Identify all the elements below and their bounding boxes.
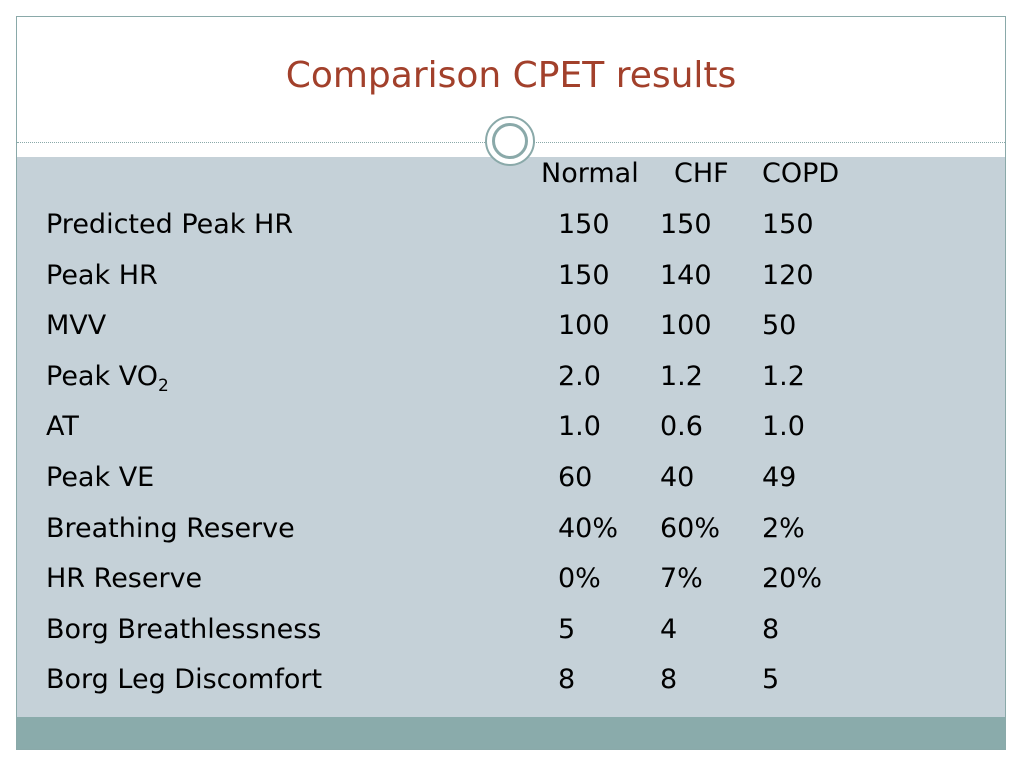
row-label: AT (46, 411, 79, 443)
table-row: AT 1.0 0.6 1.0 (0, 411, 1024, 455)
cell-normal: 100 (558, 310, 610, 342)
row-label: Peak HR (46, 259, 158, 291)
row-label: Borg Leg Discomfort (46, 664, 323, 696)
cell-copd: 5 (762, 664, 780, 696)
circle-ornament-inner (492, 123, 528, 159)
cell-copd: 1.2 (762, 360, 805, 392)
cell-normal: 8 (558, 664, 576, 696)
content-area (17, 157, 1005, 717)
cell-chf: 140 (660, 259, 712, 291)
cell-copd: 120 (762, 259, 814, 291)
cell-copd: 8 (762, 613, 780, 645)
column-header-chf: CHF (674, 158, 729, 189)
cell-normal: 1.0 (558, 411, 601, 443)
table-row: Borg Breathlessness 5 4 8 (0, 614, 1024, 658)
row-label: Borg Breathlessness (46, 613, 322, 645)
table-row: Peak VE 60 40 49 (0, 462, 1024, 506)
column-header-copd: COPD (762, 158, 840, 189)
column-header-normal: Normal (541, 158, 639, 189)
column-headers: Normal CHF COPD (0, 158, 1024, 198)
cell-normal: 60 (558, 462, 593, 493)
cell-normal: 40% (558, 512, 619, 544)
row-label-subscript: 2 (157, 375, 169, 396)
cell-normal: 5 (558, 613, 576, 645)
cell-copd: 20% (762, 563, 823, 595)
cell-chf: 40 (660, 462, 695, 493)
cell-copd: 150 (762, 209, 814, 240)
row-label: HR Reserve (46, 563, 203, 595)
cell-chf: 60% (660, 512, 721, 544)
table-row: Borg Leg Discomfort 8 8 5 (0, 664, 1024, 708)
cell-chf: 4 (660, 613, 678, 645)
slide-title: Comparison CPET results (285, 55, 737, 96)
cell-chf: 0.6 (660, 411, 703, 443)
row-label: MVV (46, 310, 107, 342)
row-label: Predicted Peak HR (46, 209, 294, 240)
cell-normal: 150 (558, 209, 610, 240)
table-row: MVV 100 100 50 (0, 310, 1024, 354)
cell-chf: 8 (660, 664, 678, 696)
row-label: Breathing Reserve (46, 512, 295, 544)
row-label: Peak VO2 (46, 361, 169, 396)
cell-normal: 2.0 (558, 360, 601, 392)
cell-chf: 100 (660, 310, 712, 342)
table-row: Breathing Reserve 40% 60% 2% (0, 513, 1024, 557)
cell-chf: 150 (660, 209, 712, 240)
cell-copd: 49 (762, 462, 797, 493)
cell-copd: 2% (762, 512, 805, 544)
cell-normal: 150 (558, 259, 610, 291)
slide: Comparison CPET results (16, 16, 1006, 750)
table-row: Peak HR 150 140 120 (0, 260, 1024, 304)
cell-chf: 7% (660, 563, 703, 595)
cell-copd: 1.0 (762, 411, 805, 443)
row-label: Peak VE (46, 462, 155, 493)
cell-normal: 0% (558, 563, 601, 595)
table-row: Predicted Peak HR 150 150 150 (0, 209, 1024, 253)
table-row: Peak VO2 2.0 1.2 1.2 (0, 361, 1024, 405)
cell-chf: 1.2 (660, 360, 703, 392)
table-row: HR Reserve 0% 7% 20% (0, 563, 1024, 607)
footer-band (17, 717, 1005, 749)
cell-copd: 50 (762, 310, 797, 342)
row-label-main: Peak VO (46, 360, 158, 392)
circle-ornament-icon (485, 116, 535, 166)
